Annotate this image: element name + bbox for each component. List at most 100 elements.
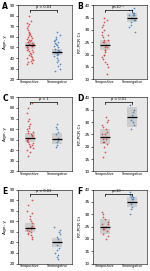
Point xyxy=(53,224,55,229)
Point xyxy=(105,224,107,229)
Point xyxy=(26,45,28,50)
Point xyxy=(133,13,135,17)
Point xyxy=(103,38,105,42)
Point xyxy=(56,242,58,247)
Point xyxy=(57,253,59,257)
Point xyxy=(131,197,133,202)
Point xyxy=(29,39,32,43)
Point xyxy=(103,52,105,57)
Point xyxy=(107,65,109,69)
Point xyxy=(56,51,58,55)
Y-axis label: Age, y: Age, y xyxy=(3,35,8,49)
Point xyxy=(102,140,104,144)
Point xyxy=(27,232,30,236)
Point xyxy=(54,69,56,73)
Point xyxy=(56,53,58,57)
Point xyxy=(104,132,106,137)
Point xyxy=(30,38,32,42)
Point xyxy=(103,144,106,149)
Point xyxy=(134,30,136,34)
Point xyxy=(133,11,135,15)
Point xyxy=(29,145,31,149)
Point xyxy=(27,136,29,140)
Text: p<10⁻⁴: p<10⁻⁴ xyxy=(112,5,125,9)
Point xyxy=(103,140,105,144)
Point xyxy=(31,61,33,66)
Point xyxy=(32,50,34,54)
Point xyxy=(31,133,33,138)
Point xyxy=(30,132,33,137)
Point xyxy=(59,232,61,236)
Point xyxy=(27,35,29,39)
Point xyxy=(26,209,28,213)
Point xyxy=(31,55,33,59)
Point xyxy=(25,21,28,25)
Point xyxy=(27,129,29,133)
Y-axis label: RT-PCR Ct: RT-PCR Ct xyxy=(78,124,82,145)
Text: p = 0.03: p = 0.03 xyxy=(36,5,51,9)
Point xyxy=(54,38,56,42)
Point xyxy=(102,135,104,139)
Point xyxy=(56,43,58,47)
Point xyxy=(31,235,33,239)
Point xyxy=(27,22,30,26)
Point xyxy=(107,117,109,122)
Point xyxy=(59,66,61,71)
Point xyxy=(130,117,133,122)
Point xyxy=(30,54,32,58)
Point xyxy=(56,235,58,239)
Point xyxy=(130,207,133,211)
Point xyxy=(133,18,135,22)
Point xyxy=(28,33,31,37)
Point xyxy=(128,103,131,107)
Point xyxy=(31,198,33,202)
Text: p = 0.01: p = 0.01 xyxy=(36,189,51,193)
Point xyxy=(103,227,105,231)
Point xyxy=(30,224,33,229)
Point xyxy=(26,228,28,232)
Text: C: C xyxy=(2,95,8,104)
Point xyxy=(102,215,104,219)
Point xyxy=(105,137,107,141)
Point xyxy=(105,43,107,47)
Point xyxy=(30,223,33,228)
Point xyxy=(103,15,105,20)
Point xyxy=(30,233,32,237)
Point xyxy=(132,13,134,17)
Point xyxy=(57,257,59,262)
Point xyxy=(31,47,34,52)
Point xyxy=(102,227,104,231)
Point xyxy=(129,192,132,197)
Point xyxy=(133,5,135,10)
Point xyxy=(130,15,132,20)
Point xyxy=(57,136,59,140)
Point xyxy=(55,145,58,149)
Point xyxy=(104,237,107,241)
Point xyxy=(104,45,106,49)
Point xyxy=(106,130,108,134)
Point xyxy=(130,23,132,27)
Point xyxy=(32,42,34,46)
Point xyxy=(57,237,59,241)
Point xyxy=(31,36,34,40)
Point xyxy=(53,50,56,54)
Point xyxy=(29,51,31,55)
Point xyxy=(106,229,108,234)
Point xyxy=(57,52,60,56)
Point xyxy=(31,101,33,105)
Point xyxy=(101,232,104,236)
Point xyxy=(28,14,31,18)
Point xyxy=(102,224,105,229)
Point xyxy=(103,40,106,44)
Point xyxy=(27,203,30,208)
Point xyxy=(28,31,30,35)
Point xyxy=(104,43,107,47)
Y-axis label: Age, y: Age, y xyxy=(3,220,8,234)
Y-axis label: RT-PCR Ct: RT-PCR Ct xyxy=(78,31,82,53)
Point xyxy=(102,40,105,44)
Point xyxy=(27,106,29,110)
Point xyxy=(26,137,28,142)
Point xyxy=(57,137,59,142)
Point xyxy=(132,110,134,114)
Point xyxy=(100,209,103,214)
